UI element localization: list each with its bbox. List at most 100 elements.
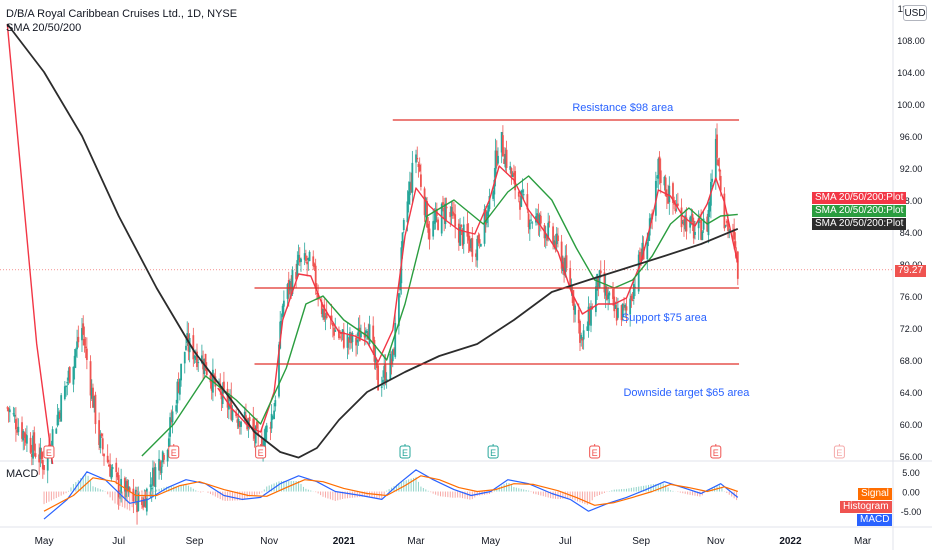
candle-body [109, 464, 112, 477]
candle-body [725, 221, 728, 223]
indicator-title[interactable]: SMA 20/50/200 [6, 22, 82, 34]
candle-body [282, 300, 285, 307]
candle-body [606, 289, 608, 300]
candle-body [197, 362, 200, 364]
candle-body [632, 284, 635, 299]
candle-body [338, 329, 340, 339]
candle-body [586, 326, 589, 331]
candle-body [526, 194, 529, 210]
macd-title[interactable]: MACD [6, 468, 39, 480]
candle-body [100, 433, 103, 436]
candle-body [314, 265, 317, 289]
candle-body [528, 222, 531, 230]
candle-body [393, 348, 395, 355]
candle-body [364, 330, 367, 334]
candle-body [74, 349, 77, 357]
candle-body [380, 386, 383, 388]
candle-body [475, 253, 477, 257]
candle-body [607, 294, 610, 300]
earnings-marker-box [168, 445, 180, 459]
candle-body [110, 469, 113, 479]
candle-body [115, 462, 118, 473]
candle-body [426, 201, 428, 228]
annotation-text: Support $75 area [622, 312, 708, 324]
candle-body [220, 392, 223, 400]
candle-body [702, 218, 705, 230]
candle-body [317, 293, 320, 300]
candle-body [445, 206, 448, 209]
earnings-marker-box [487, 445, 499, 459]
candle-body [581, 338, 584, 341]
candle-body [83, 338, 86, 346]
time-tick-label: Sep [186, 536, 204, 547]
candle-body [103, 453, 105, 457]
candle-body [517, 191, 520, 197]
candle-body [287, 279, 290, 295]
candle-body [342, 331, 345, 348]
price-tick-label: 72.00 [900, 324, 923, 334]
candle-body [428, 228, 431, 240]
candle-body [127, 486, 130, 491]
candle-body [331, 322, 334, 327]
sma-value-tag: SMA 20/50/200:Plot [812, 192, 907, 204]
candle-body [286, 284, 289, 299]
candle-body [450, 206, 453, 216]
candle-body [253, 428, 256, 439]
candle-body [631, 299, 634, 301]
candle-body [24, 434, 27, 443]
candle-body [375, 361, 378, 368]
candle-body [160, 466, 163, 474]
currency-button[interactable]: USD [903, 5, 927, 21]
candle-body [382, 379, 384, 383]
candle-body [289, 281, 291, 291]
earnings-marker-box [710, 445, 722, 459]
time-tick-label: Nov [707, 536, 725, 547]
candle-body [252, 418, 255, 432]
candle-body [300, 258, 302, 262]
candle-body [51, 429, 54, 447]
candle-body [237, 418, 240, 427]
candle-body [39, 447, 42, 459]
candle-body [460, 224, 463, 227]
candle-body [297, 254, 300, 261]
candle-body [281, 305, 284, 317]
candle-body [577, 310, 580, 324]
candle-body [170, 419, 173, 422]
candle-body [462, 224, 465, 245]
candle-body [672, 183, 674, 203]
candle-body [487, 205, 490, 216]
candle-body [34, 453, 37, 457]
candle-body [697, 218, 700, 229]
candle-body [374, 357, 377, 363]
candle-body [111, 467, 114, 470]
candle-body [56, 414, 59, 426]
candle-body [718, 168, 721, 172]
candle-body [620, 305, 623, 321]
candle-body [727, 219, 729, 231]
candle-body [590, 306, 592, 326]
price-tick-label: 100.00 [897, 100, 925, 110]
candle-body [694, 231, 696, 235]
candle-body [194, 356, 197, 360]
candle-body [306, 261, 309, 265]
candle-body [574, 305, 576, 315]
candle-body [350, 334, 353, 344]
candle-body [580, 334, 583, 339]
candle-body [391, 349, 394, 362]
time-tick-label: May [481, 536, 500, 547]
candle-body [608, 292, 611, 296]
candle-body [99, 434, 102, 449]
candle-body [668, 185, 671, 203]
candle-body [505, 149, 508, 168]
candle-body [291, 270, 294, 294]
candle-body [77, 336, 80, 343]
candle-body [423, 188, 426, 216]
candle-body [569, 268, 572, 288]
macd-line [43, 469, 739, 520]
price-tick-label: 96.00 [900, 132, 923, 142]
candle-body [646, 241, 649, 260]
candle-body [692, 220, 695, 239]
candle-body [254, 426, 257, 444]
